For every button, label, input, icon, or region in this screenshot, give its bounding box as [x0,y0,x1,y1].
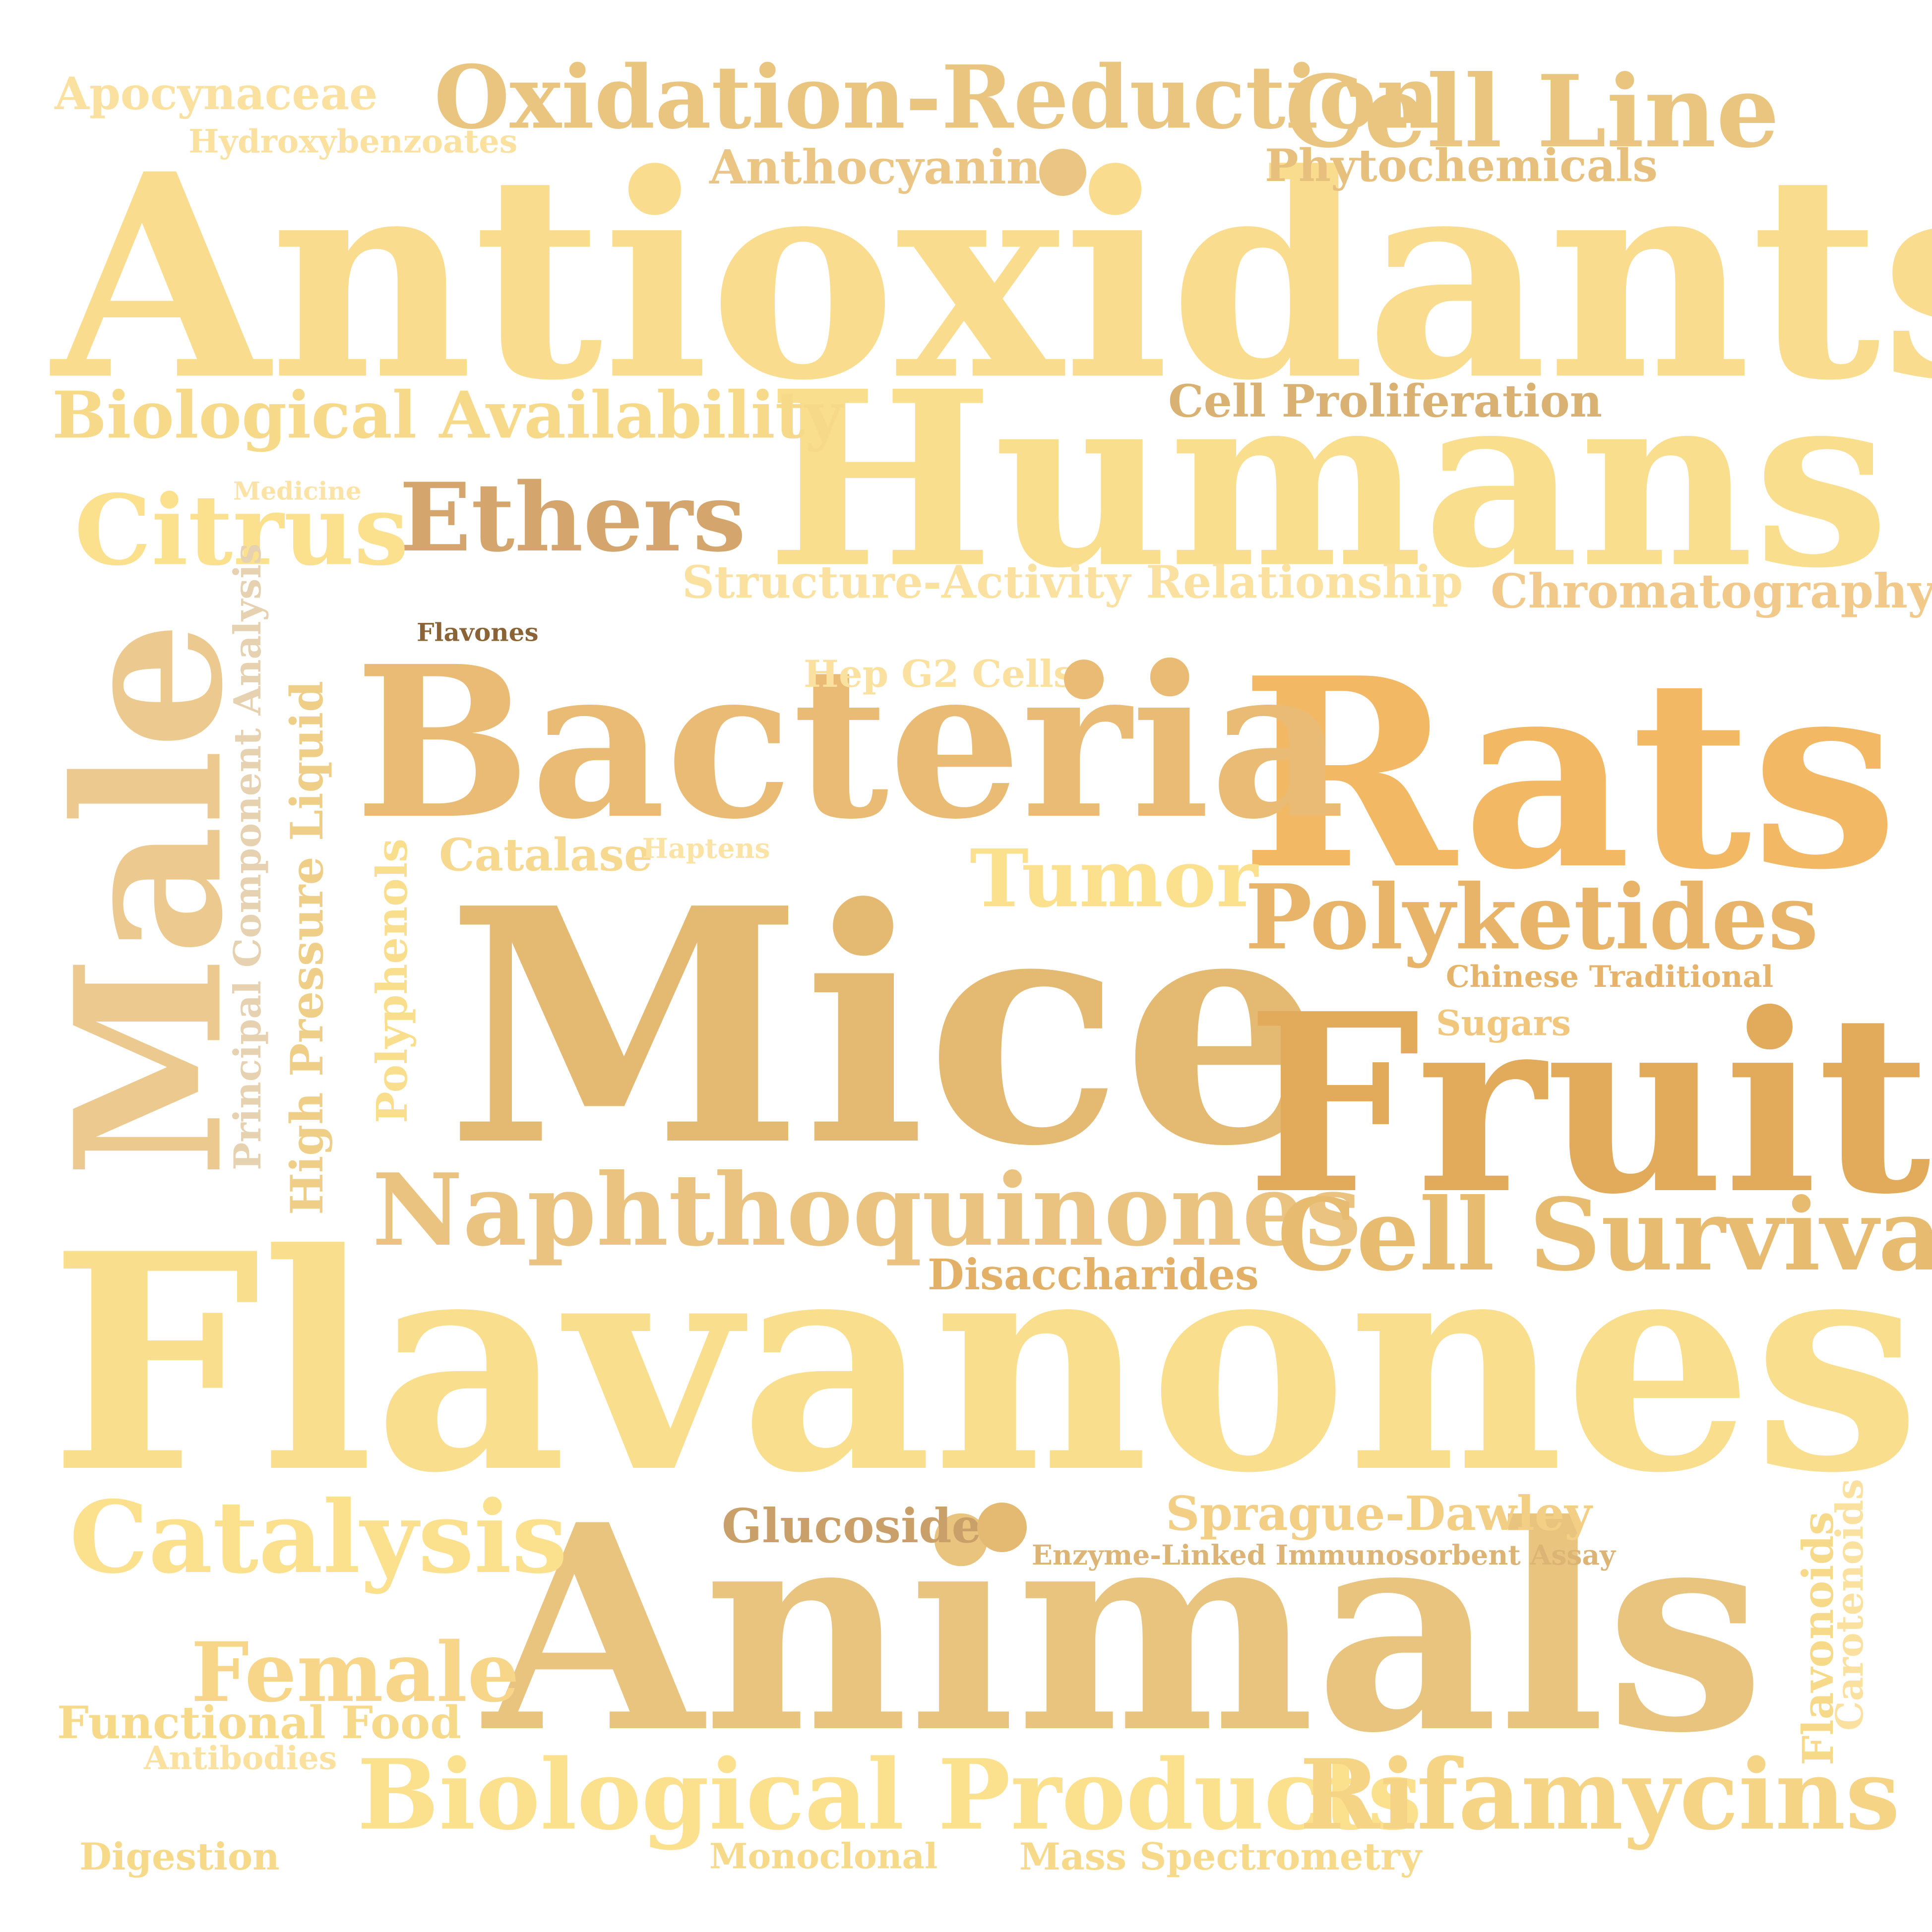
word-antibodies: Antibodies [144,1741,337,1778]
word-carotenoids: Carotenoids [1829,1479,1873,1731]
word-cell-line: Cell Line [1285,53,1780,170]
word-catalysis: Catalysis [69,1479,568,1596]
word-rifamycins: Rifamycins [1300,1739,1900,1852]
decorative-dot [1039,149,1086,196]
word-structure-activity-relationship: Structure-Activity Relationship [682,556,1463,609]
word-biological-products: Biological Products [357,1739,1422,1852]
word-glucosides: Glucosides [722,1498,1008,1554]
word-anthocyanins: Anthocyanins [709,139,1067,195]
word-hydroxybenzoates: Hydroxybenzoates [188,124,518,161]
word-bacteria: Bacteria [355,620,1346,865]
word-ethers: Ethers [399,462,746,573]
word-medicine: Medicine [233,476,362,506]
word-principal-component-analysis: Principal Component Analysis [227,543,271,1170]
word-enzyme-linked-immunosorbent-assay: Enzyme-Linked Immunosorbent Assay [1032,1540,1616,1572]
word-haptens: Haptens [642,833,770,865]
word-chinese-traditional: Chinese Traditional [1446,958,1774,994]
word-male: Male [32,621,268,1178]
word-catalase: Catalase [439,829,653,882]
word-oxidation-reduction: Oxidation-Reduction [434,46,1440,149]
word-mass-spectrometry: Mass Spectrometry [1019,1836,1422,1879]
word-polyketides: Polyketides [1245,864,1819,969]
word-sprague-dawley: Sprague-Dawley [1166,1485,1592,1541]
word-naphthoquinones: Naphthoquinones [372,1151,1362,1268]
word-sugars: Sugars [1436,1003,1571,1044]
word-female: Female [191,1624,520,1721]
word-phytochemicals: Phytochemicals [1265,140,1658,192]
word-hep-g2-cells: Hep G2 Cells [804,653,1075,697]
word-antioxidants: Antioxidants [52,114,1932,443]
word-animals: Animals [484,1463,1765,1795]
word-tumor: Tumor [970,833,1258,926]
word-disaccharides: Disaccharides [928,1251,1259,1301]
word-cell-survival: Cell Survival [1277,1176,1932,1293]
word-cell-proliferation: Cell Proliferation [1168,375,1603,428]
decorative-dot [1064,660,1104,699]
word-functional-food: Functional Food [57,1697,462,1750]
word-digestion: Digestion [79,1836,280,1879]
word-flavanones: Flavanones [50,1189,1921,1539]
word-polyphenols: Polyphenols [368,839,418,1123]
word-flavones: Flavones [417,617,539,647]
word-fruit: Fruit [1246,960,1931,1249]
word-chromatography: Chromatography [1491,563,1932,619]
word-humans: Humans [766,338,1889,621]
word-mice: Mice [446,839,1327,1217]
word-biological-availability: Biological Availability [52,378,843,454]
word-rats: Rats [1240,621,1898,927]
word-apocynaceae: Apocynaceae [55,68,378,121]
word-citrus: Citrus [74,475,409,588]
decorative-dot [977,1503,1027,1552]
word-high-pressure-liquid: High Pressure Liquid [281,680,334,1215]
word-monoclonal: Monoclonal [709,1836,938,1877]
